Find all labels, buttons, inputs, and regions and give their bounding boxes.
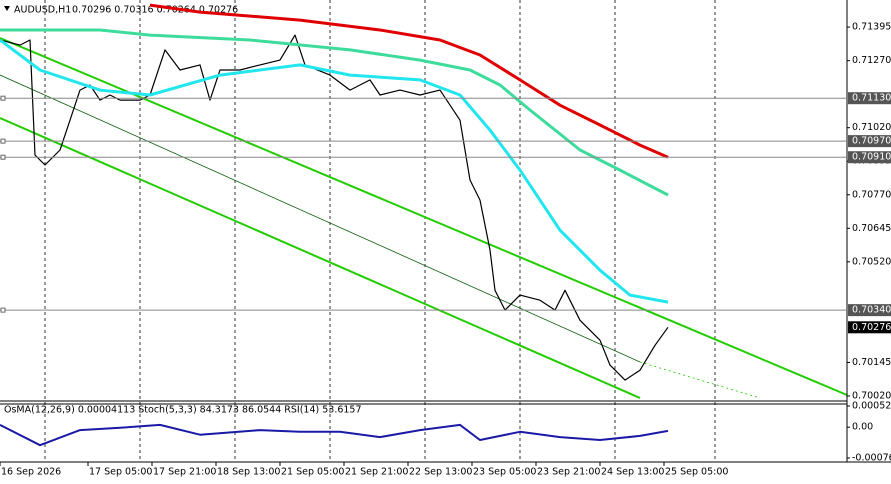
- level-label-box: [848, 151, 891, 164]
- level-label: 0.70276: [852, 322, 891, 333]
- level-marker: [0, 138, 6, 144]
- y2-tick-label: 0.00: [852, 422, 873, 433]
- level-label-box: [848, 304, 891, 317]
- level-marker: [0, 154, 6, 160]
- ohlc-values: 0.70296 0.70316 0.70264 0.70276: [72, 5, 238, 16]
- x-tick-label: 17 Sep 21:00: [153, 467, 216, 478]
- menu-arrow[interactable]: [4, 6, 10, 11]
- channel-extension: [639, 361, 761, 399]
- x-tick-label: 17 Sep 05:00: [89, 467, 152, 478]
- channel-upper: [0, 37, 848, 396]
- x-tick-label: 22 Sep 13:00: [409, 467, 472, 478]
- y-tick-label: 0.70145: [852, 357, 891, 368]
- channel-middle: [0, 74, 641, 363]
- level-label: 0.70910: [852, 152, 891, 163]
- period-separators: [44, 0, 716, 462]
- x-tick-label: 23 Sep 21:00: [537, 467, 600, 478]
- y-tick-label: 0.70520: [852, 256, 891, 267]
- indicator-title: OsMA(12,26,9) 0.00004113 Stoch(5,3,3) 84…: [4, 405, 362, 416]
- level-label: 0.70970: [852, 136, 891, 147]
- channel-lower: [0, 117, 641, 399]
- y2-tick-label: -0.000766: [852, 452, 891, 463]
- level-marker: [0, 95, 6, 101]
- y-tick-label: 0.71020: [852, 122, 891, 133]
- y-tick-label: 0.70770: [852, 189, 891, 200]
- y-tick-label: 0.71270: [852, 55, 891, 66]
- y-tick-label: 0.70645: [852, 223, 891, 234]
- x-tick-label: 21 Sep 21:00: [345, 467, 408, 478]
- symbol-title: AUDUSD,H1: [14, 5, 71, 16]
- level-label-box: [848, 135, 891, 148]
- level-label-box: [848, 321, 891, 334]
- series-line: [0, 28, 669, 197]
- series-line: [0, 38, 669, 304]
- y-tick-label: 0.71395: [852, 22, 891, 33]
- level-label: 0.70340: [852, 305, 891, 316]
- x-tick-label: 16 Sep 2026: [1, 467, 61, 478]
- x-tick-label: 24 Sep 13:00: [601, 467, 664, 478]
- level-label: 0.71130: [852, 93, 891, 104]
- x-tick-label: 23 Sep 05:00: [473, 467, 536, 478]
- trend-channel: [0, 37, 848, 399]
- level-label-box: [848, 92, 891, 105]
- x-tick-label: 18 Sep 13:00: [217, 467, 280, 478]
- series-line: [0, 423, 669, 447]
- level-marker: [0, 307, 6, 313]
- series-line: [149, 3, 669, 159]
- x-tick-label: 25 Sep 05:00: [665, 467, 728, 478]
- y2-tick-label: 0.000527: [852, 401, 891, 412]
- x-tick-label: 21 Sep 05:00: [281, 467, 344, 478]
- y-tick-label: 0.70020: [852, 390, 891, 401]
